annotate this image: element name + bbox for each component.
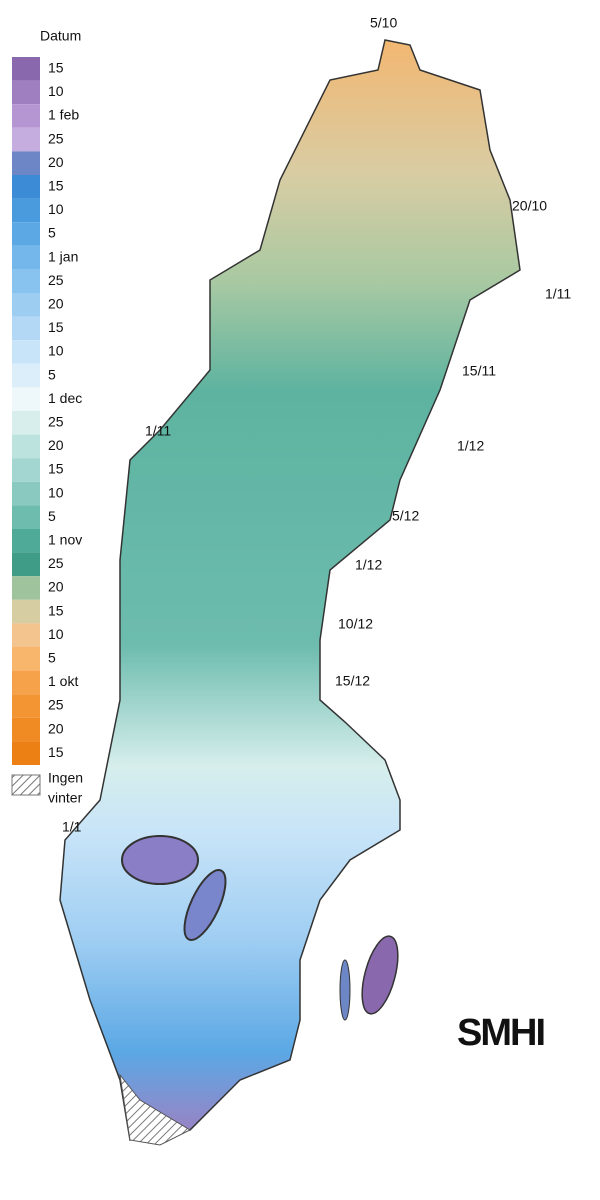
legend-swatch (12, 80, 40, 105)
legend-swatch (12, 245, 40, 270)
legend-swatch (12, 481, 40, 506)
legend-swatch (12, 576, 40, 600)
map-label: 1/12 (457, 438, 484, 454)
legend-label: 15 (48, 60, 64, 76)
legend-label: 1 dec (48, 390, 82, 406)
legend-label: 15 (48, 602, 64, 618)
gotland (361, 935, 399, 1015)
legend-swatch (12, 57, 40, 81)
legend-label: 20 (48, 437, 64, 453)
map-label: 15/12 (335, 673, 370, 689)
legend-swatch (12, 717, 40, 742)
legend-label: 25 (48, 414, 64, 430)
legend-swatch (12, 198, 40, 223)
legend-swatch (12, 670, 40, 695)
legend-label: Ingen (48, 770, 83, 786)
map-label: 5/12 (392, 508, 419, 524)
legend-label: 1 feb (48, 107, 79, 123)
legend-swatch (12, 316, 40, 341)
legend-label: 25 (48, 272, 64, 288)
legend-swatch (12, 458, 40, 482)
legend-label: 15 (48, 461, 64, 477)
legend-label: 10 (48, 484, 64, 500)
legend-label: 20 (48, 720, 64, 736)
map-label: 20/10 (512, 198, 547, 214)
vattern (183, 869, 227, 941)
map-label: 1/1 (62, 819, 82, 835)
legend-swatch (12, 741, 40, 765)
legend-label: 25 (48, 697, 64, 713)
legend-swatch (12, 222, 40, 246)
map-label: 1/12 (355, 557, 382, 573)
map-label: 15/11 (462, 363, 496, 379)
map-label: 1/11 (145, 423, 171, 439)
legend-swatch (12, 151, 40, 175)
legend-label: 5 (48, 650, 56, 666)
legend-label: 10 (48, 83, 64, 99)
legend-label: 20 (48, 579, 64, 595)
vanern (121, 835, 199, 885)
legend-title: Datum (40, 28, 81, 44)
legend-label: 1 okt (48, 673, 78, 689)
legend-label: 5 (48, 508, 56, 524)
legend-swatch (12, 269, 40, 293)
legend-swatch (12, 340, 40, 364)
legend-label: 1 nov (48, 532, 82, 548)
map-label: 1/11 (545, 286, 571, 302)
smhi-logo: SMHI (457, 1012, 544, 1054)
legend-swatch (12, 694, 40, 718)
legend-swatch (12, 363, 40, 388)
legend-swatch (12, 529, 40, 553)
legend-swatch (12, 647, 40, 671)
legend-swatch (12, 127, 40, 152)
map-label: 10/12 (338, 616, 373, 632)
legend-swatch-no-winter (11, 774, 41, 796)
legend-label: 10 (48, 343, 64, 359)
legend-label: 20 (48, 154, 64, 170)
legend-swatch (12, 104, 40, 128)
legend-swatch (12, 552, 40, 577)
legend-swatch (12, 411, 40, 435)
legend-swatch (12, 434, 40, 459)
legend-label: 10 (48, 201, 64, 217)
legend-label: 1 jan (48, 248, 78, 264)
legend-swatch (12, 387, 40, 411)
legend-label: 10 (48, 626, 64, 642)
legend-swatch (12, 293, 40, 317)
legend-label: 15 (48, 744, 64, 760)
legend-label: vinter (48, 790, 83, 806)
legend-swatch (12, 175, 40, 199)
legend-label: 15 (48, 178, 64, 194)
legend-label: 20 (48, 296, 64, 312)
legend-label: 25 (48, 130, 64, 146)
sweden-outline (59, 39, 521, 1141)
legend-swatch (12, 599, 40, 624)
map-label: 5/10 (370, 15, 397, 31)
legend-label: 15 (48, 319, 64, 335)
legend-label: 5 (48, 366, 56, 382)
skane-no-winter (119, 1073, 192, 1146)
legend-swatch (12, 623, 40, 647)
oland (339, 959, 351, 1021)
legend: 15 10 1 feb 25 20 15 10 5 1 jan 25 20 15 10 5 1 dec 25 2… (11, 57, 83, 806)
legend-label: 5 (48, 225, 56, 241)
legend-swatch (12, 505, 40, 529)
legend-label: 25 (48, 555, 64, 571)
